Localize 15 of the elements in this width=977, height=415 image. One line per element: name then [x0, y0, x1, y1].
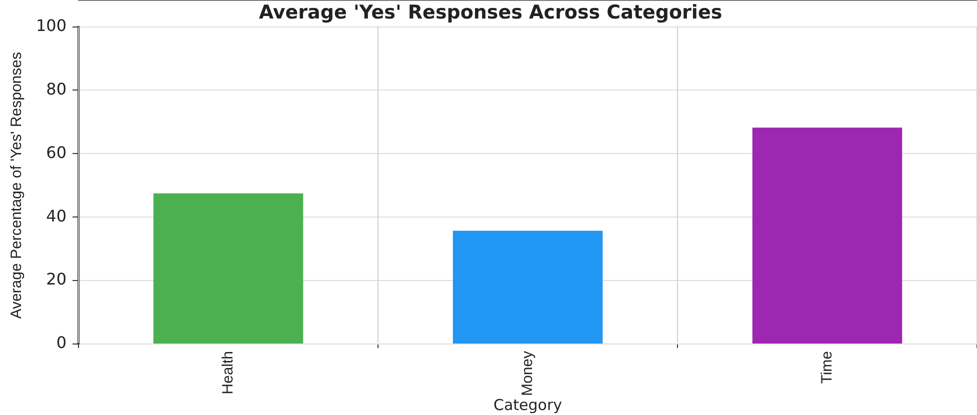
y-tick-label: 20	[46, 270, 67, 289]
y-axis-title: Average Percentage of 'Yes' Responses	[8, 52, 26, 319]
x-axis-title: Category	[494, 396, 562, 414]
y-tick-label: 100	[36, 16, 67, 35]
y-tick-label: 80	[46, 79, 67, 98]
y-tick-label: 0	[56, 333, 67, 352]
y-tick-label: 40	[46, 206, 67, 226]
x-tick-label: Money	[518, 350, 536, 396]
chart-title: Average 'Yes' Responses Across Categories	[258, 1, 722, 24]
bar	[752, 128, 902, 344]
y-tick-label: 60	[46, 142, 67, 162]
x-tick-label: Health	[219, 350, 236, 394]
x-tick-label: Time	[818, 350, 836, 384]
bar	[153, 193, 304, 344]
bar	[452, 230, 603, 344]
